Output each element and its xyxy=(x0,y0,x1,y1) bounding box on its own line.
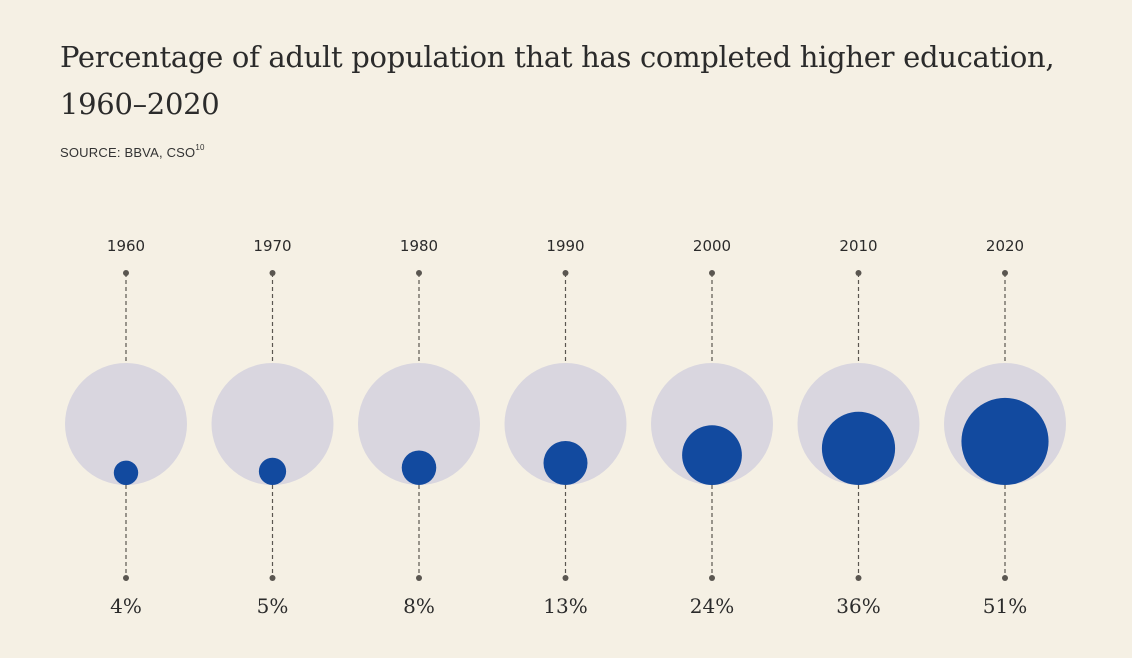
value-circle xyxy=(961,397,1049,485)
year-label: 1980 xyxy=(400,237,438,255)
connector-dot-bottom xyxy=(709,575,715,581)
connector-dot-bottom xyxy=(1002,575,1008,581)
connector-dot-top xyxy=(1002,270,1008,276)
connector-dot-bottom xyxy=(123,575,129,581)
value-label: 4% xyxy=(110,594,142,618)
source-label: SOURCE: BBVA, CSO xyxy=(60,145,196,160)
value-label: 8% xyxy=(403,594,435,618)
year-label: 1990 xyxy=(546,237,584,255)
value-label: 51% xyxy=(983,594,1027,618)
connector-dot-top xyxy=(416,270,422,276)
value-label: 13% xyxy=(543,594,587,618)
chart-title-line2: 1960–2020 xyxy=(60,87,220,121)
value-circle xyxy=(682,425,742,485)
connector-dot-top xyxy=(709,270,715,276)
connector-dot-top xyxy=(855,270,862,276)
value-label: 36% xyxy=(836,594,880,618)
year-label: 2000 xyxy=(693,237,731,255)
reference-circle xyxy=(651,363,773,485)
connector-dot-top xyxy=(562,270,569,276)
value-circle xyxy=(258,457,287,485)
connector-dot-top xyxy=(269,270,276,276)
value-circle xyxy=(821,411,896,485)
value-label: 5% xyxy=(257,594,289,618)
chart-title: Percentage of adult population that has … xyxy=(60,34,1100,128)
reference-circle xyxy=(358,363,480,485)
year-label: 1960 xyxy=(107,237,145,255)
connector-dot-bottom xyxy=(269,575,276,581)
reference-circle xyxy=(211,363,334,485)
year-label: 1970 xyxy=(253,237,291,255)
reference-circle xyxy=(65,363,187,485)
connector-dot-bottom xyxy=(855,575,862,581)
value-label: 24% xyxy=(690,594,734,618)
connector-dot-bottom xyxy=(416,575,422,581)
value-circle xyxy=(113,460,139,485)
connector-dot-top xyxy=(123,270,129,276)
year-label: 2020 xyxy=(986,237,1024,255)
value-circle xyxy=(401,450,437,485)
value-circle xyxy=(543,441,588,485)
chart-source: SOURCE: BBVA, CSO10 xyxy=(60,143,205,160)
year-label: 2010 xyxy=(839,237,877,255)
connector-dot-bottom xyxy=(562,575,569,581)
source-footnote: 10 xyxy=(195,143,205,152)
chart-title-line1: Percentage of adult population that has … xyxy=(60,40,1055,74)
reference-circle xyxy=(504,363,627,485)
